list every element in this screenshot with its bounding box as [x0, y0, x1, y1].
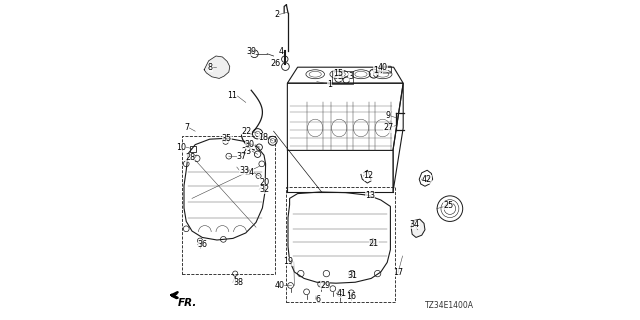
Text: 42: 42: [422, 175, 432, 184]
Text: 12: 12: [364, 172, 374, 180]
Text: 39: 39: [246, 47, 256, 56]
Text: 4: 4: [278, 47, 283, 56]
Bar: [332, 71, 353, 84]
Text: 32: 32: [259, 185, 269, 194]
Text: 40: 40: [274, 281, 284, 290]
Text: 31: 31: [347, 271, 357, 280]
Text: 24: 24: [244, 168, 254, 177]
Text: 37: 37: [237, 152, 247, 161]
Text: 16: 16: [346, 292, 356, 301]
Text: 19: 19: [284, 257, 294, 266]
Text: 15: 15: [333, 69, 344, 78]
Text: 20: 20: [259, 178, 269, 187]
Text: 33: 33: [239, 166, 250, 175]
Text: 30: 30: [244, 140, 255, 149]
Text: 23: 23: [242, 147, 252, 156]
Text: 2: 2: [274, 10, 280, 19]
Text: 10: 10: [176, 143, 186, 152]
Text: 22: 22: [241, 127, 252, 136]
Text: 17: 17: [393, 268, 403, 277]
Text: FR.: FR.: [178, 298, 197, 308]
Text: 27: 27: [383, 124, 394, 132]
Polygon shape: [204, 56, 230, 78]
Text: 26: 26: [271, 60, 281, 68]
Text: 25: 25: [443, 201, 453, 210]
Text: 1: 1: [327, 80, 332, 89]
Text: 18: 18: [258, 133, 268, 142]
Text: 5: 5: [337, 72, 342, 81]
Text: 11: 11: [227, 92, 237, 100]
Text: 34: 34: [410, 220, 420, 229]
Text: TZ34E1400A: TZ34E1400A: [424, 301, 474, 310]
Text: 9: 9: [386, 111, 391, 120]
Bar: [287, 187, 396, 302]
Polygon shape: [412, 219, 425, 237]
Text: 7: 7: [184, 124, 189, 132]
Text: 8: 8: [208, 63, 212, 72]
Text: 38: 38: [233, 278, 243, 287]
Text: 29: 29: [320, 281, 330, 290]
Text: 6: 6: [316, 295, 321, 304]
Text: 36: 36: [198, 240, 208, 249]
Text: 21: 21: [369, 239, 379, 248]
Text: 35: 35: [222, 134, 232, 143]
Text: 41: 41: [337, 289, 347, 298]
Text: 40: 40: [378, 63, 388, 72]
Text: 13: 13: [365, 191, 375, 200]
Text: 28: 28: [185, 153, 195, 162]
Text: 14: 14: [372, 66, 383, 75]
Text: 3: 3: [348, 72, 353, 81]
Bar: [182, 136, 275, 274]
Bar: [191, 146, 196, 152]
